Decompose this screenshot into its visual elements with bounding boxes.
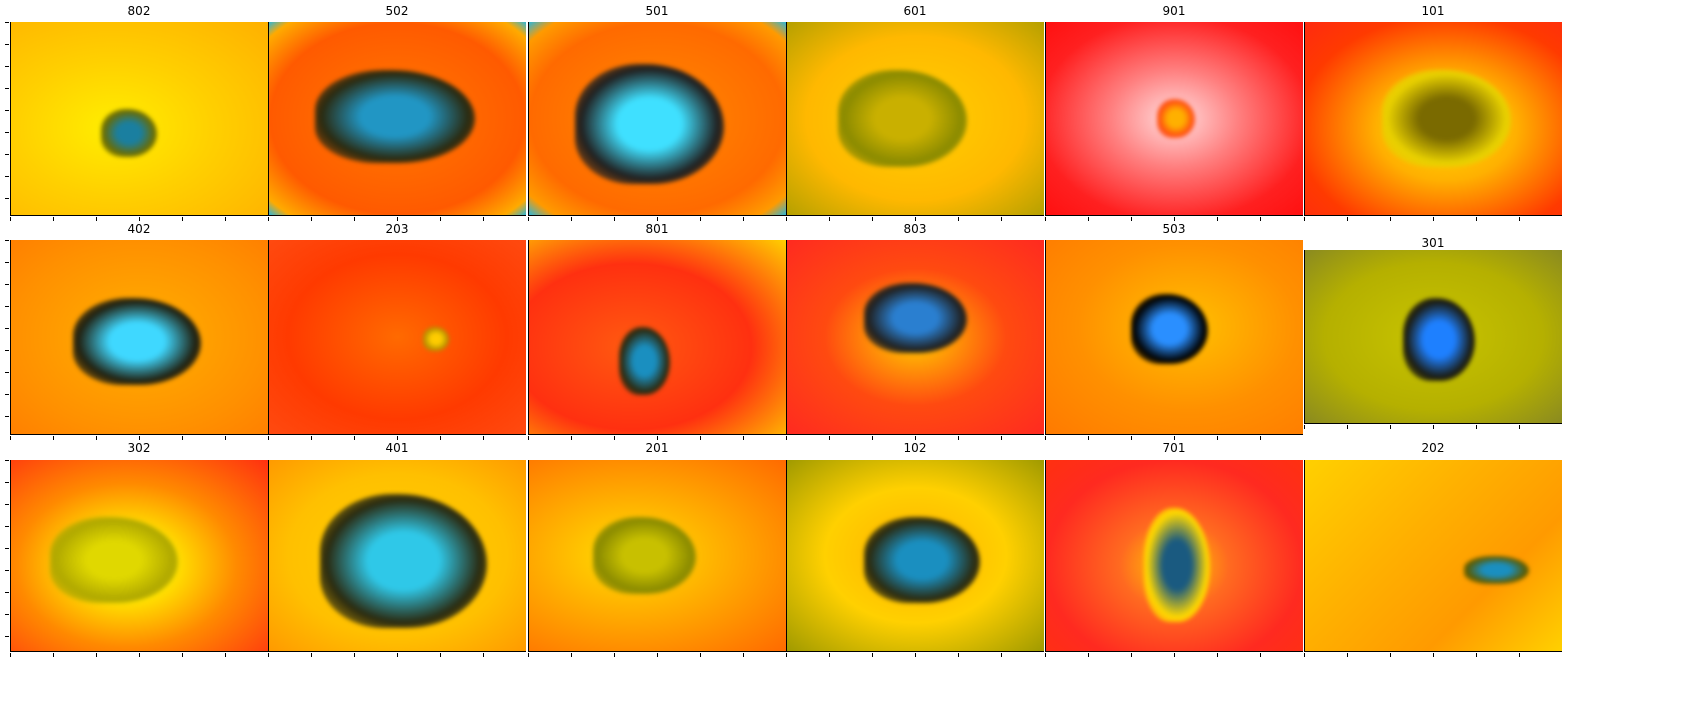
y-axis-ticks [5,460,9,652]
x-axis-ticks [786,653,1044,657]
image-panel: 502 [268,4,526,221]
image-panel: 501 [528,4,786,221]
lesion-region [864,282,967,353]
panel-title: 501 [645,4,669,18]
image-panel: 202 [1304,441,1562,657]
lesion-image [10,460,268,652]
image-panel: 401 [268,441,526,657]
x-axis-ticks [10,436,268,440]
panel-title: 402 [127,222,151,236]
image-panel: 801 [528,222,786,440]
lesion-region [593,517,697,594]
image-panel: 803 [786,222,1044,440]
lesion-image [268,22,526,216]
lesion-image [528,240,786,435]
lesion-image [1304,250,1562,424]
lesion-image [1045,240,1303,435]
lesion-region [100,108,158,158]
lesion-image [268,460,526,652]
x-axis-ticks [528,436,786,440]
x-axis-ticks [1045,217,1303,221]
x-axis-ticks [528,217,786,221]
image-panel: 201 [528,441,786,657]
panel-title: 202 [1421,441,1445,455]
lesion-image [786,22,1044,216]
lesion-region [618,327,671,396]
x-axis-ticks [1304,653,1562,657]
x-axis-ticks [786,217,1044,221]
panel-title: 201 [645,441,669,455]
image-panel: 102 [786,441,1044,657]
lesion-region [1402,298,1475,382]
y-axis-ticks [5,240,9,435]
x-axis-ticks [10,217,268,221]
panel-title: 301 [1421,236,1445,250]
panel-title: 601 [903,4,927,18]
image-panel: 301 [1304,222,1562,429]
x-axis-ticks [528,653,786,657]
lesion-region [49,517,179,604]
lesion-region [315,70,475,163]
panel-title: 203 [385,222,409,236]
panel-title: 802 [127,4,151,18]
lesion-image [10,22,268,216]
panel-title: 101 [1421,4,1445,18]
lesion-region [72,298,202,386]
x-axis-ticks [268,653,526,657]
x-axis-ticks [1045,653,1303,657]
lesion-image [528,22,786,216]
image-panel: 101 [1304,4,1562,221]
lesion-image [786,460,1044,652]
image-panel: 601 [786,4,1044,221]
panel-title: 401 [385,441,409,455]
image-panel: 402 [5,222,268,440]
lesion-image [268,240,526,435]
lesion-region [1382,70,1511,167]
panel-title: 102 [903,441,927,455]
x-axis-ticks [1045,436,1303,440]
lesion-region [1464,555,1529,585]
lesion-region [838,70,967,167]
x-axis-ticks [1304,425,1562,429]
image-panel: 503 [1045,222,1303,440]
image-panel: 901 [1045,4,1303,221]
lesion-image [1304,460,1562,652]
lesion-region [1156,99,1196,138]
lesion-image [1304,22,1562,216]
x-axis-ticks [1304,217,1562,221]
x-axis-ticks [268,436,526,440]
lesion-region [575,64,725,185]
panel-title: 803 [903,222,927,236]
panel-title: 502 [385,4,409,18]
panel-title: 503 [1162,222,1186,236]
panel-title: 901 [1162,4,1186,18]
x-axis-ticks [268,217,526,221]
lesion-image [528,460,786,652]
panel-title: 302 [127,441,151,455]
image-panel: 302 [5,441,268,657]
lesion-region [423,327,449,351]
x-axis-ticks [786,436,1044,440]
lesion-image [10,240,268,435]
panel-title: 801 [645,222,669,236]
image-panel: 203 [268,222,526,440]
lesion-image [1045,460,1303,652]
image-panel: 802 [5,4,268,221]
lesion-region [864,517,980,604]
image-panel: 701 [1045,441,1303,657]
lesion-image [786,240,1044,435]
lesion-image [1045,22,1303,216]
lesion-region [1130,294,1208,365]
panel-title: 701 [1162,441,1186,455]
y-axis-ticks [5,22,9,216]
x-axis-ticks [10,653,268,657]
lesion-region [1143,507,1211,623]
lesion-region [320,494,488,629]
